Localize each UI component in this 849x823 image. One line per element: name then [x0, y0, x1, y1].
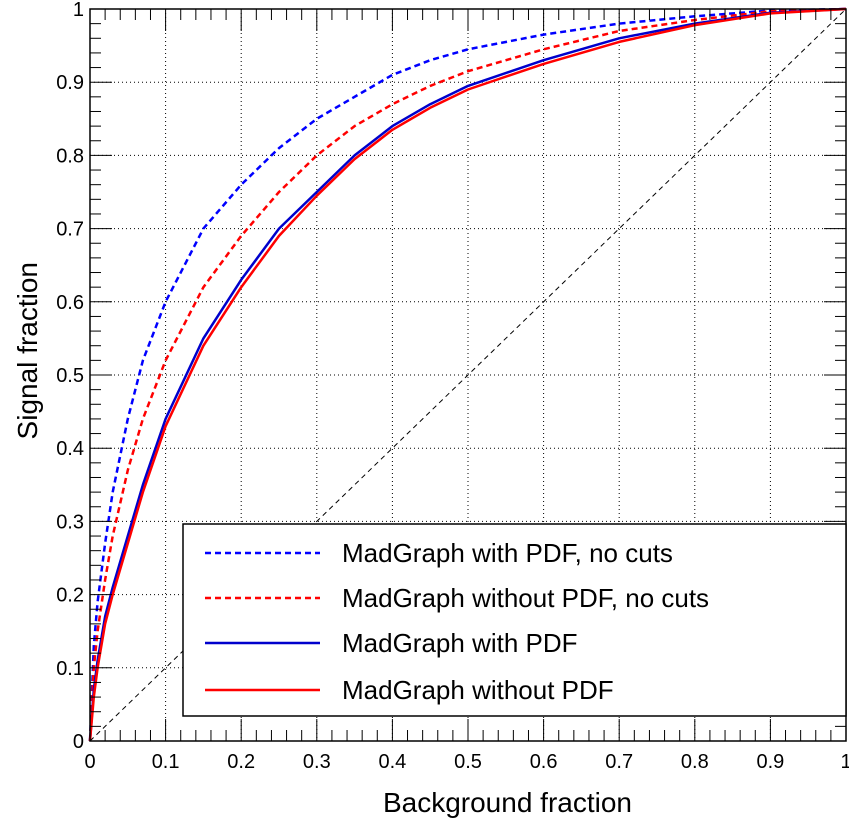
tick-labels: 0 0.1 0.2 0.3 0.4 0.5 0.6 0.7 0.8 0.9 1 0 0.1 0.2 0.3 0…	[56, 0, 849, 773]
x-tick-label: 0.4	[378, 751, 406, 773]
y-tick-label: 0.5	[56, 365, 84, 387]
series-line-2	[88, 7, 847, 742]
x-tick-label: 0	[84, 751, 95, 773]
y-tick-label: 0	[73, 731, 84, 753]
series-line-1	[88, 7, 847, 742]
x-tick-label: 0.6	[530, 751, 558, 773]
x-tick-label: 0.9	[756, 751, 784, 773]
y-tick-label: 0.9	[56, 72, 84, 94]
legend-label: MadGraph without PDF, no cuts	[342, 583, 709, 613]
y-tick-label: 0.3	[56, 511, 84, 533]
legend-label: MadGraph without PDF	[342, 675, 614, 705]
legend: MadGraph with PDF, no cuts MadGraph witho…	[182, 523, 847, 717]
y-tick-label: 0.1	[56, 658, 84, 680]
series-line-0	[88, 7, 847, 742]
y-tick-label: 0.6	[56, 292, 84, 314]
legend-label: MadGraph with PDF	[342, 628, 578, 658]
x-axis-title: Background fraction	[383, 787, 632, 818]
y-tick-label: 1	[73, 0, 84, 21]
x-tick-label: 1	[840, 751, 849, 773]
x-tick-label: 0.1	[152, 751, 180, 773]
y-tick-label: 0.4	[56, 438, 84, 460]
axis-ticks	[89, 8, 847, 742]
x-tick-label: 0.5	[454, 751, 482, 773]
legend-label: MadGraph with PDF, no cuts	[342, 538, 673, 568]
y-tick-label: 0.8	[56, 145, 84, 167]
y-axis-title: Signal fraction	[12, 262, 43, 439]
y-tick-label: 0.2	[56, 585, 84, 607]
x-tick-label: 0.7	[605, 751, 633, 773]
y-tick-label: 0.7	[56, 219, 84, 241]
x-tick-label: 0.8	[681, 751, 709, 773]
series-line-3	[88, 7, 847, 742]
series-lines	[88, 7, 847, 742]
legend-box	[182, 523, 847, 717]
x-tick-label: 0.3	[303, 751, 331, 773]
x-tick-label: 0.2	[227, 751, 255, 773]
